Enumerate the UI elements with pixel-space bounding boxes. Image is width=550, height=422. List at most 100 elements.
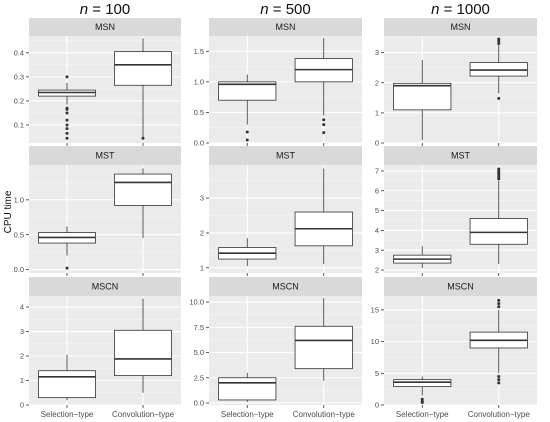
y-tick-label: 15 — [371, 306, 379, 315]
y-tick-label: 2 — [375, 266, 379, 275]
panel-msn-2: MSN 0.0 0.5 1.0 1.5 — [194, 18, 362, 148]
y-tick-label: 4 — [375, 226, 379, 235]
outlier-point — [65, 118, 69, 122]
box-iqr — [218, 81, 277, 101]
y-tick-label: 1 — [200, 263, 204, 272]
y-tick-label: 5 — [375, 206, 379, 215]
y-tick-label: 0 — [20, 401, 24, 410]
x-tick-label: Convolution−type — [293, 410, 356, 419]
x-tick-label: Convolution−type — [468, 410, 531, 419]
strip-background — [209, 146, 362, 165]
strip-background — [209, 277, 362, 296]
y-tick-label: 2 — [20, 352, 24, 361]
column-title-n: n — [80, 1, 88, 18]
box-iqr — [393, 82, 452, 111]
box-selection — [38, 75, 96, 140]
y-tick-label: 1.0 — [194, 77, 204, 86]
box-convolution — [469, 37, 528, 100]
strip-background — [29, 18, 181, 36]
outlier-point — [497, 374, 501, 378]
column-title: n = 1000 — [431, 1, 490, 18]
x-tick-label: Selection−type — [396, 410, 449, 419]
strip-label: MSCN — [447, 282, 474, 292]
box-iqr — [294, 325, 353, 370]
column-title: n = 500 — [260, 1, 310, 18]
y-tick-label: 3 — [375, 48, 379, 57]
strip-background — [384, 146, 537, 165]
outlier-point — [65, 123, 69, 127]
strip-label: MST — [451, 151, 471, 161]
x-tick-label: Selection−type — [221, 410, 274, 419]
y-tick-label: 0.0 — [194, 399, 204, 408]
y-tick-label: 3 — [200, 194, 204, 203]
y-tick-label: 0 — [375, 139, 379, 148]
y-tick-label: 1.0 — [14, 195, 24, 204]
box-convolution — [114, 168, 172, 239]
y-tick-label: 1.5 — [194, 47, 204, 56]
strip-label: MST — [276, 151, 296, 161]
box-iqr — [469, 218, 528, 245]
x-tick-label: Convolution−type — [112, 410, 175, 419]
box-iqr — [38, 370, 96, 399]
y-tick-label: 0.3 — [14, 72, 24, 81]
box-convolution — [294, 37, 353, 135]
outlier-point — [497, 302, 501, 306]
y-tick-label: 0.5 — [194, 108, 204, 117]
y-axis-label: CPU time — [3, 190, 14, 233]
panel-mscn-3: MSCN 0 5 10 15 Selection−type Convolution−type — [371, 277, 537, 419]
outlier-point — [497, 39, 501, 43]
y-tick-label: 6 — [375, 186, 379, 195]
y-tick-label: 2 — [200, 229, 204, 238]
strip-label: MSCN — [272, 282, 299, 292]
y-tick-label: 0 — [375, 401, 379, 410]
outlier-point — [65, 266, 69, 270]
box-convolution — [114, 298, 172, 393]
outlier-point — [65, 111, 69, 115]
strip-background — [209, 18, 362, 36]
outlier-point — [65, 107, 69, 111]
panel-mst-1: MST 0.0 0.5 1.0 — [14, 146, 181, 276]
box-selection — [218, 74, 277, 142]
y-tick-label: 7.5 — [194, 323, 204, 332]
y-tick-label: 0.0 — [194, 139, 204, 148]
outlier-point — [245, 130, 249, 134]
y-tick-label: 5.0 — [194, 348, 204, 357]
outlier-point — [497, 37, 501, 41]
outlier-point — [65, 136, 69, 140]
box-convolution — [469, 167, 528, 265]
panel-mst-2: MST 1 2 3 — [200, 146, 362, 276]
column-title-value: = 100 — [88, 1, 130, 18]
box-convolution — [114, 38, 172, 140]
y-tick-label: 0.2 — [14, 97, 24, 106]
outlier-point — [245, 138, 249, 142]
box-iqr — [114, 173, 172, 206]
box-selection — [218, 372, 277, 402]
y-tick-label: 0.5 — [14, 230, 24, 239]
box-iqr — [114, 329, 172, 377]
outlier-point — [497, 378, 501, 382]
x-tick-label: Selection−type — [41, 410, 94, 419]
panel-background — [384, 296, 537, 405]
column-titles: n = 100 n = 500 n = 1000 — [80, 1, 490, 18]
outlier-point — [497, 96, 501, 100]
y-tick-label: 3 — [20, 327, 24, 336]
y-tick-label: 0.0 — [14, 265, 24, 274]
column-title-value: = 500 — [269, 1, 311, 18]
box-selection — [393, 376, 452, 404]
panel-msn-3: MSN 0 1 2 3 — [375, 18, 537, 148]
outlier-point — [65, 131, 69, 135]
strip-background — [384, 277, 537, 296]
strip-label: MSN — [95, 22, 115, 32]
strip-label: MST — [96, 151, 116, 161]
column-title: n = 100 — [80, 1, 130, 18]
column-title-n: n — [431, 1, 439, 18]
outlier-point — [420, 400, 424, 404]
strip-label: MSN — [451, 22, 471, 32]
column-title-n: n — [260, 1, 268, 18]
outlier-point — [65, 127, 69, 131]
facet-panels: MSN0.10.20.30.4MSN0.00.51.01.5MSN0123MST… — [14, 18, 537, 419]
outlier-point — [497, 381, 501, 385]
strip-label: MSN — [276, 22, 296, 32]
outlier-point — [141, 136, 145, 140]
